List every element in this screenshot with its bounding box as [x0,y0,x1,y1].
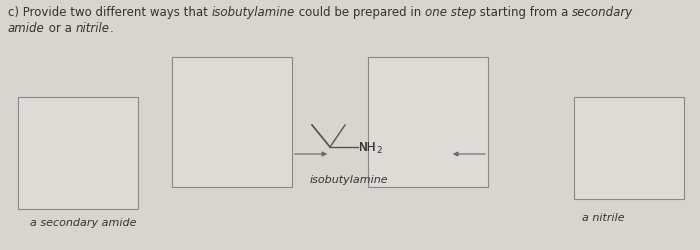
Bar [368,58,488,187]
Text: amide: amide [8,22,45,35]
Text: could be prepared in: could be prepared in [295,6,425,19]
Bar [18,98,138,209]
Text: a secondary amide: a secondary amide [30,217,137,227]
Text: isobutylamine: isobutylamine [211,6,295,19]
Text: c) Provide two different ways that: c) Provide two different ways that [8,6,211,19]
Text: 2: 2 [377,146,382,155]
Text: nitrile: nitrile [76,22,109,35]
Text: a nitrile: a nitrile [582,212,624,222]
Text: NH: NH [359,141,377,154]
Text: secondary: secondary [572,6,634,19]
Bar [574,98,684,199]
Text: .: . [109,22,113,35]
Text: isobutylamine: isobutylamine [310,174,389,184]
Bar [172,58,292,187]
Text: starting from a: starting from a [476,6,572,19]
Text: NH: NH [359,141,377,154]
Text: or a: or a [45,22,76,35]
Text: one step: one step [425,6,476,19]
